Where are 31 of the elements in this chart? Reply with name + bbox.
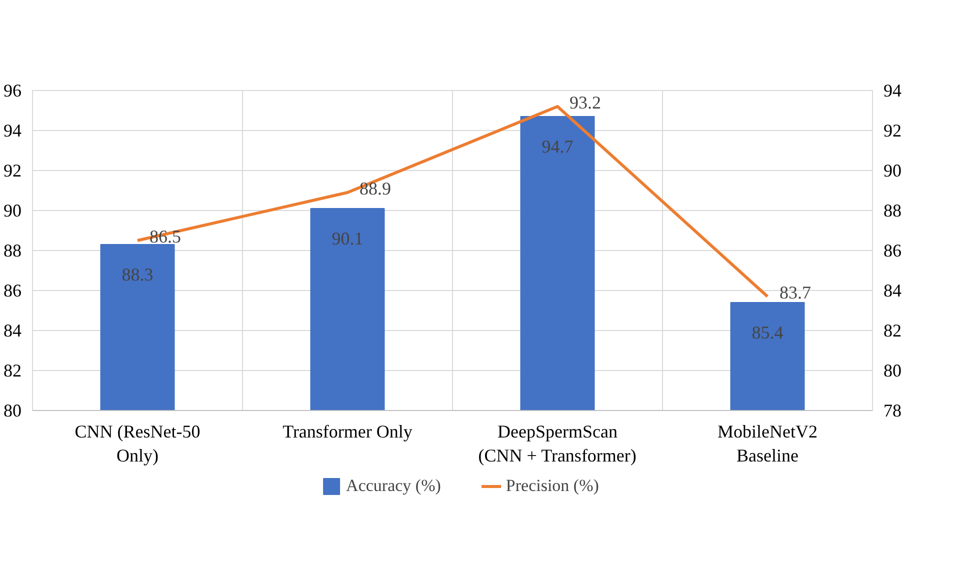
y-tick-label: 94	[4, 120, 22, 140]
data-label: 90.1	[332, 228, 364, 248]
y-tick-label: 84	[4, 320, 22, 340]
x-tick-label: DeepSpermScan (CNN + Transformer)	[478, 422, 636, 466]
y-tick-label: 88	[4, 240, 22, 260]
x-tick-label: MobileNetV2 Baseline	[718, 422, 818, 466]
y2-tick-label: 86	[884, 240, 902, 260]
data-label: 83.7	[780, 282, 811, 302]
legend-label: Accuracy (%)	[346, 476, 441, 496]
y2-tick-label: 94	[884, 80, 902, 100]
y-tick-label: 86	[4, 280, 22, 300]
y-tick-label: 96	[4, 80, 22, 100]
y2-tick-label: 82	[884, 320, 902, 340]
legend-label: Precision (%)	[506, 476, 599, 496]
y2-tick-label: 92	[884, 120, 902, 140]
y-tick-label: 92	[4, 160, 22, 180]
data-label: 93.2	[570, 92, 601, 112]
y2-tick-label: 88	[884, 200, 902, 220]
y2-tick-label: 78	[884, 400, 902, 420]
y-tick-label: 82	[4, 360, 22, 380]
data-label: 94.7	[542, 136, 574, 156]
x-tick-label: CNN (ResNet-50 Only)	[74, 422, 200, 466]
y2-tick-label: 80	[884, 360, 902, 380]
y-tick-label: 80	[4, 400, 22, 420]
y2-tick-label: 84	[884, 280, 902, 300]
y-tick-label: 90	[4, 200, 22, 220]
data-label: 88.9	[360, 178, 391, 198]
data-label: 88.3	[122, 264, 154, 284]
data-label: 85.4	[752, 322, 784, 342]
x-tick-label: Transformer Only	[282, 422, 412, 442]
y2-tick-label: 90	[884, 160, 902, 180]
